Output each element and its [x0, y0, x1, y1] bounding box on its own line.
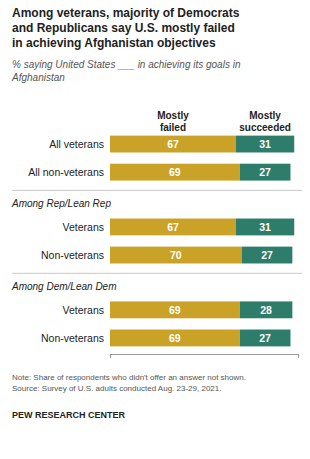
- bar-segment: [240, 164, 291, 181]
- y-axis: All veterans All non-veterans Veterans Non-…: [28, 138, 110, 344]
- source: PEW RESEARCH CENTER: [12, 410, 126, 420]
- data-label: 31: [259, 138, 271, 150]
- bars: [110, 136, 294, 347]
- data-label: 70: [170, 249, 182, 261]
- column-headers: MostlyfailedMostlysucceeded: [157, 110, 291, 133]
- bar-segment: [110, 219, 236, 236]
- data-label: 69: [169, 332, 181, 344]
- bar-segment: [110, 330, 240, 347]
- y-tick: Non-veterans: [41, 249, 110, 261]
- column-header-line: failed: [160, 122, 186, 133]
- data-label: 31: [259, 221, 271, 233]
- data-label: 27: [259, 332, 271, 344]
- column-header: Mostlyfailed: [157, 110, 189, 133]
- chart-svg: Among veterans, majority of Democratsand…: [0, 0, 310, 459]
- x-tick: [110, 354, 111, 358]
- column-header-line: Mostly: [157, 110, 189, 121]
- separator: [12, 273, 302, 274]
- y-tick: Veterans: [63, 304, 110, 316]
- data-label: 69: [169, 166, 181, 178]
- title-line: Among veterans, majority of Democrats: [12, 6, 240, 20]
- x-tick-line: [110, 354, 111, 358]
- data-labels: 67 69 67 70 69 69 31 27 31 27 28 27: [167, 138, 273, 344]
- x-tick-line: [298, 354, 299, 358]
- data-label: 69: [169, 304, 181, 316]
- x-axis: [111, 354, 299, 358]
- subtitle-line: % saying United States ___ in achieving …: [12, 59, 241, 70]
- y-tick: All non-veterans: [28, 166, 110, 178]
- chart-container: Among veterans, majority of Democratsand…: [0, 0, 310, 459]
- bar-segment: [236, 136, 294, 153]
- title-line: and Republicans say U.S. mostly failed: [12, 21, 235, 35]
- y-tick-label: Veterans: [63, 221, 104, 233]
- bar-segment: [110, 136, 236, 153]
- bar-segment: [240, 301, 293, 318]
- y-tick: All veterans: [49, 138, 110, 150]
- y-tick-label: Veterans: [63, 304, 104, 316]
- y-tick: Non-veterans: [41, 332, 110, 344]
- y-tick: Veterans: [63, 221, 110, 233]
- sections: Among Rep/Lean Rep Among Dem/Lean Dem: [11, 190, 302, 292]
- bar-segment: [240, 330, 291, 347]
- bar-segment: [110, 247, 242, 264]
- subtitle: % saying United States ___ in achieving …: [11, 59, 241, 83]
- bar-segment: [236, 219, 294, 236]
- note: Note: Share of respondents who didn't of…: [12, 373, 246, 393]
- y-tick-label: All non-veterans: [28, 166, 104, 178]
- data-label: 27: [259, 166, 271, 178]
- bar-segment: [110, 301, 240, 318]
- note-line: Note: Share of respondents who didn't of…: [12, 373, 246, 382]
- column-header-line: Mostly: [249, 110, 281, 121]
- column-header-line: succeeded: [239, 122, 291, 133]
- bar-segment: [242, 247, 293, 264]
- data-label: 67: [167, 221, 179, 233]
- y-tick-label: Non-veterans: [41, 332, 104, 344]
- data-label: 28: [260, 304, 272, 316]
- title-line: in achieving Afghanistan objectives: [12, 36, 216, 50]
- y-tick-label: All veterans: [49, 138, 104, 150]
- data-label: 27: [261, 249, 273, 261]
- y-tick-label: Non-veterans: [41, 249, 104, 261]
- data-label: 67: [167, 138, 179, 150]
- note-line: Source: Survey of U.S. adults conducted …: [12, 384, 221, 393]
- separator: [12, 190, 302, 191]
- section-header: Among Rep/Lean Rep: [11, 198, 111, 209]
- column-header: Mostlysucceeded: [239, 110, 291, 133]
- subtitle-line: Afghanistan: [11, 72, 65, 83]
- x-axis-line: [111, 355, 299, 359]
- x-tick: [298, 354, 299, 358]
- section-header: Among Dem/Lean Dem: [11, 281, 117, 292]
- title: Among veterans, majority of Democratsand…: [12, 6, 240, 50]
- bar-segment: [110, 164, 240, 181]
